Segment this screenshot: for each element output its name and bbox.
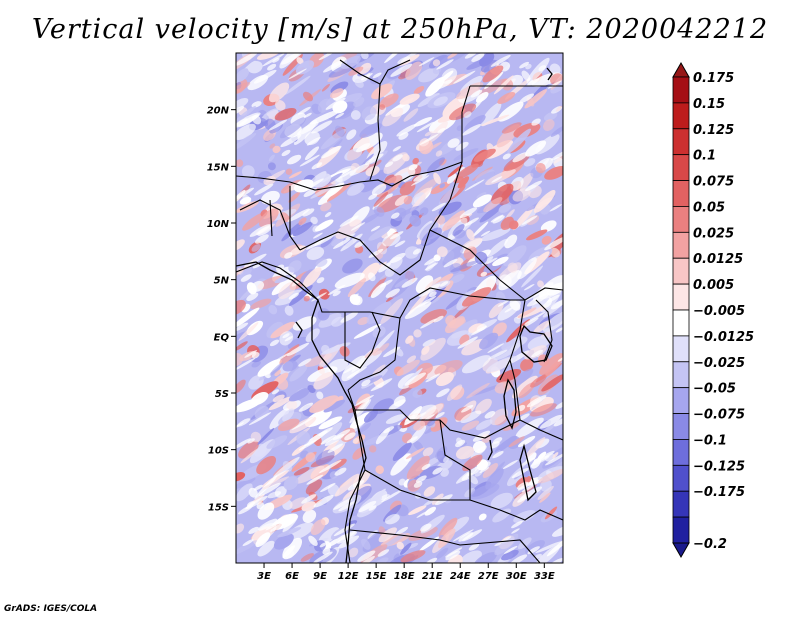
lat-tick-label: 5N [214,276,230,287]
colorbar-label: 0.0125 [693,252,743,267]
lat-tick-label: 15N [207,162,230,173]
colorbar-label: −0.175 [693,485,745,500]
lon-tick-label: 9E [313,571,327,582]
colorbar-cell [672,309,690,337]
colorbar-cell [672,387,690,414]
colorbar-min-arrow [672,542,690,559]
colorbar: 0.175 0.15 0.125 0.1 0.075 0.05 0.025 0.0125 0.0… [672,61,754,559]
colorbar-label: −0.0125 [693,330,754,345]
map-title: Vertical velocity [m/s] at 250hPa, VT: 2… [31,14,769,45]
lon-tick-label: 33E [534,571,555,582]
colorbar-cell [672,361,690,389]
lat-tick-label: 10N [207,219,230,230]
colorbar-max-arrow [672,61,690,78]
colorbar-label: −0.2 [693,537,727,552]
colorbar-cell [672,439,690,466]
lon-tick-label: 6E [285,571,299,582]
colorbar-cell [672,154,690,181]
colorbar-cell [672,231,690,259]
lat-tick-label: 20N [207,106,230,117]
colorbar-label: −0.05 [693,382,736,397]
lon-tick-label: 15E [366,571,387,582]
credit-label: GrADS: IGES/COLA [4,604,98,614]
colorbar-cell [672,413,690,440]
colorbar-label: 0.175 [693,71,734,86]
vertical-velocity-field [236,53,563,563]
lon-tick-label: 12E [338,571,359,582]
lon-tick-label: 27E [478,571,499,582]
colorbar-label: 0.075 [693,175,734,190]
colorbar-cell [672,257,690,285]
colorbar-cell [672,206,690,233]
coastline [236,67,553,563]
lat-tick-label: 10S [208,446,229,457]
colorbar-label: 0.1 [693,149,716,164]
lon-tick-label: 30E [506,571,527,582]
colorbar-label: −0.125 [693,459,745,474]
lat-tick-label: 5S [215,389,229,400]
longitude-axis: 3E 6E 9E 12E 15E 18E 21E 24E 27E 30E 33E [257,563,555,582]
lon-tick-label: 21E [422,571,443,582]
map-frame [235,52,564,564]
lat-tick-label: EQ [214,332,230,343]
colorbar-cell [672,516,690,544]
colorbar-cell [672,335,690,363]
colorbar-label: 0.15 [693,97,725,112]
lon-tick-label: 3E [257,571,271,582]
colorbar-label: 0.005 [693,278,734,293]
colorbar-cell [672,180,690,207]
colorbar-cell [672,128,690,156]
colorbar-cell [672,102,690,130]
lon-tick-label: 18E [394,571,415,582]
latitude-axis: 20N 15N 10N 5N EQ 5S 10S 15S [207,106,236,513]
lon-tick-label: 24E [450,571,471,582]
colorbar-label: 0.125 [693,123,734,138]
colorbar-cell [672,464,690,492]
colorbar-cell [672,283,690,311]
lat-tick-label: 15S [208,502,229,513]
colorbar-label: −0.025 [693,356,745,371]
country-borders [236,59,563,563]
colorbar-label: −0.1 [693,433,727,448]
colorbar-label: −0.005 [693,304,745,319]
colorbar-cell [672,76,690,104]
colorbar-label: 0.025 [693,226,734,241]
colorbar-label: −0.075 [693,408,745,423]
colorbar-label: 0.05 [693,200,725,215]
colorbar-cell [672,490,690,518]
